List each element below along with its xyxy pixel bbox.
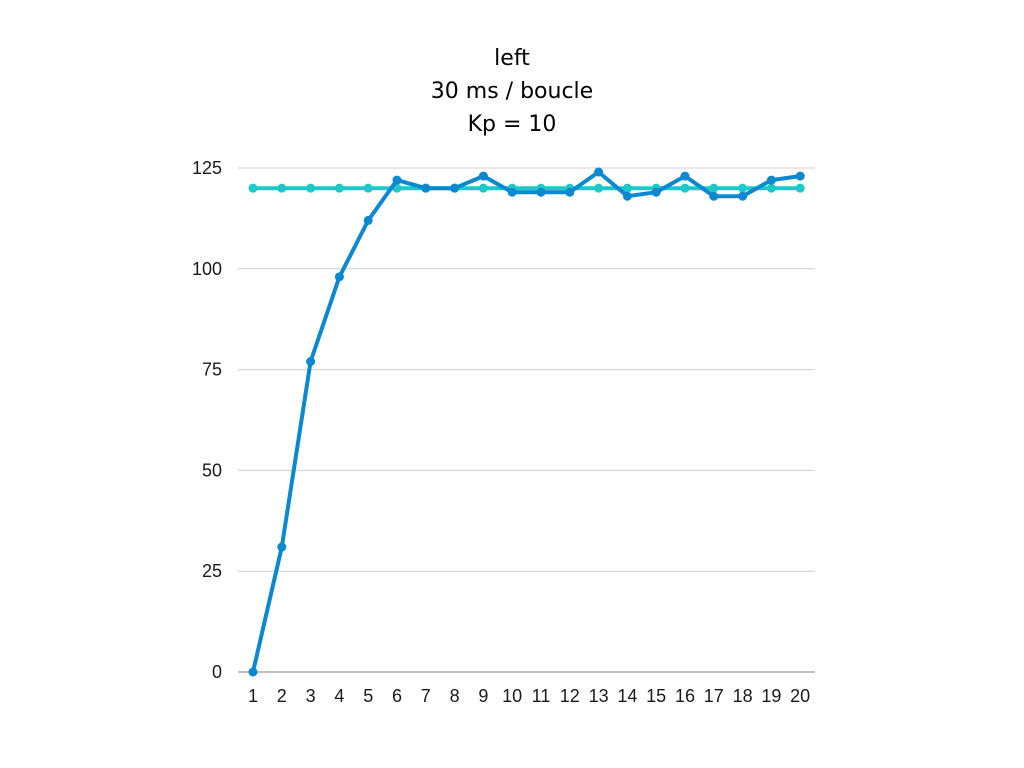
series-1-point-7 [421,183,431,193]
x-tick-label-15: 15 [646,686,666,706]
series-2-point-4 [334,183,344,193]
series-1-point-13 [594,167,604,177]
series-1-point-9 [478,171,488,181]
gridlines [238,167,815,572]
series-2-point-2 [277,183,287,193]
y-tick-label-125: 125 [192,158,222,178]
series-1-point-5 [363,215,373,225]
series-2-point-14 [622,183,632,193]
series [248,167,805,677]
series-2-point-13 [594,183,604,193]
x-tick-label-11: 11 [532,686,551,706]
series-1-point-14 [622,191,632,201]
x-tick-label-8: 8 [450,686,460,706]
x-tick-label-14: 14 [617,686,637,706]
series-1-point-2 [277,542,287,552]
series-1-point-18 [738,191,748,201]
series-2-point-17 [709,183,719,193]
chart-title: left 30 ms / boucle Kp = 10 [0,42,1024,141]
series-1-point-11 [536,187,546,197]
x-tick-label-7: 7 [421,686,431,706]
y-tick-label-0: 0 [212,662,222,682]
series-1-point-12 [565,187,575,197]
series-2-point-16 [680,183,690,193]
series-1-point-3 [306,357,316,367]
series-1-point-20 [795,171,805,181]
chart-title-line-2: 30 ms / boucle [430,79,594,104]
series-1-point-6 [392,175,402,185]
x-tick-label-12: 12 [560,686,580,706]
series-1-point-8 [450,183,460,193]
series-2-point-9 [478,183,488,193]
series-2-point-1 [248,183,258,193]
series-1-point-4 [334,272,344,282]
x-tick-label-3: 3 [306,686,316,706]
series-1-point-1 [248,667,258,677]
series-2-point-19 [766,183,776,193]
x-tick-label-6: 6 [392,686,402,706]
chart-title-line-3: Kp = 10 [467,112,557,137]
series-1-point-17 [709,191,719,201]
series-1-point-10 [507,187,517,197]
x-tick-label-5: 5 [363,686,373,706]
y-tick-label-25: 25 [202,561,222,581]
series-2 [248,183,805,193]
x-tick-label-9: 9 [478,686,488,706]
y-tick-label-75: 75 [202,360,222,380]
x-tick-label-16: 16 [675,686,695,706]
series-1-line [251,170,803,674]
series-2-point-3 [306,183,316,193]
series-2-point-20 [795,183,805,193]
series-1-point-19 [766,175,776,185]
x-tick-label-17: 17 [704,686,724,706]
chart-title-line-1: left [494,46,530,71]
y-tick-label-50: 50 [202,460,222,480]
series-1 [248,167,805,677]
x-tick-label-2: 2 [277,686,287,706]
x-tick-label-4: 4 [334,686,344,706]
series-2-point-5 [363,183,373,193]
x-tick-label-18: 18 [733,686,753,706]
y-tick-label-100: 100 [192,259,222,279]
x-tick-label-13: 13 [589,686,609,706]
series-1-point-16 [680,171,690,181]
x-tick-label-20: 20 [790,686,810,706]
series-1-point-15 [651,187,661,197]
series-2-point-18 [738,183,748,193]
x-tick-label-1: 1 [248,686,258,706]
x-tick-label-10: 10 [502,686,522,706]
x-tick-label-19: 19 [761,686,781,706]
